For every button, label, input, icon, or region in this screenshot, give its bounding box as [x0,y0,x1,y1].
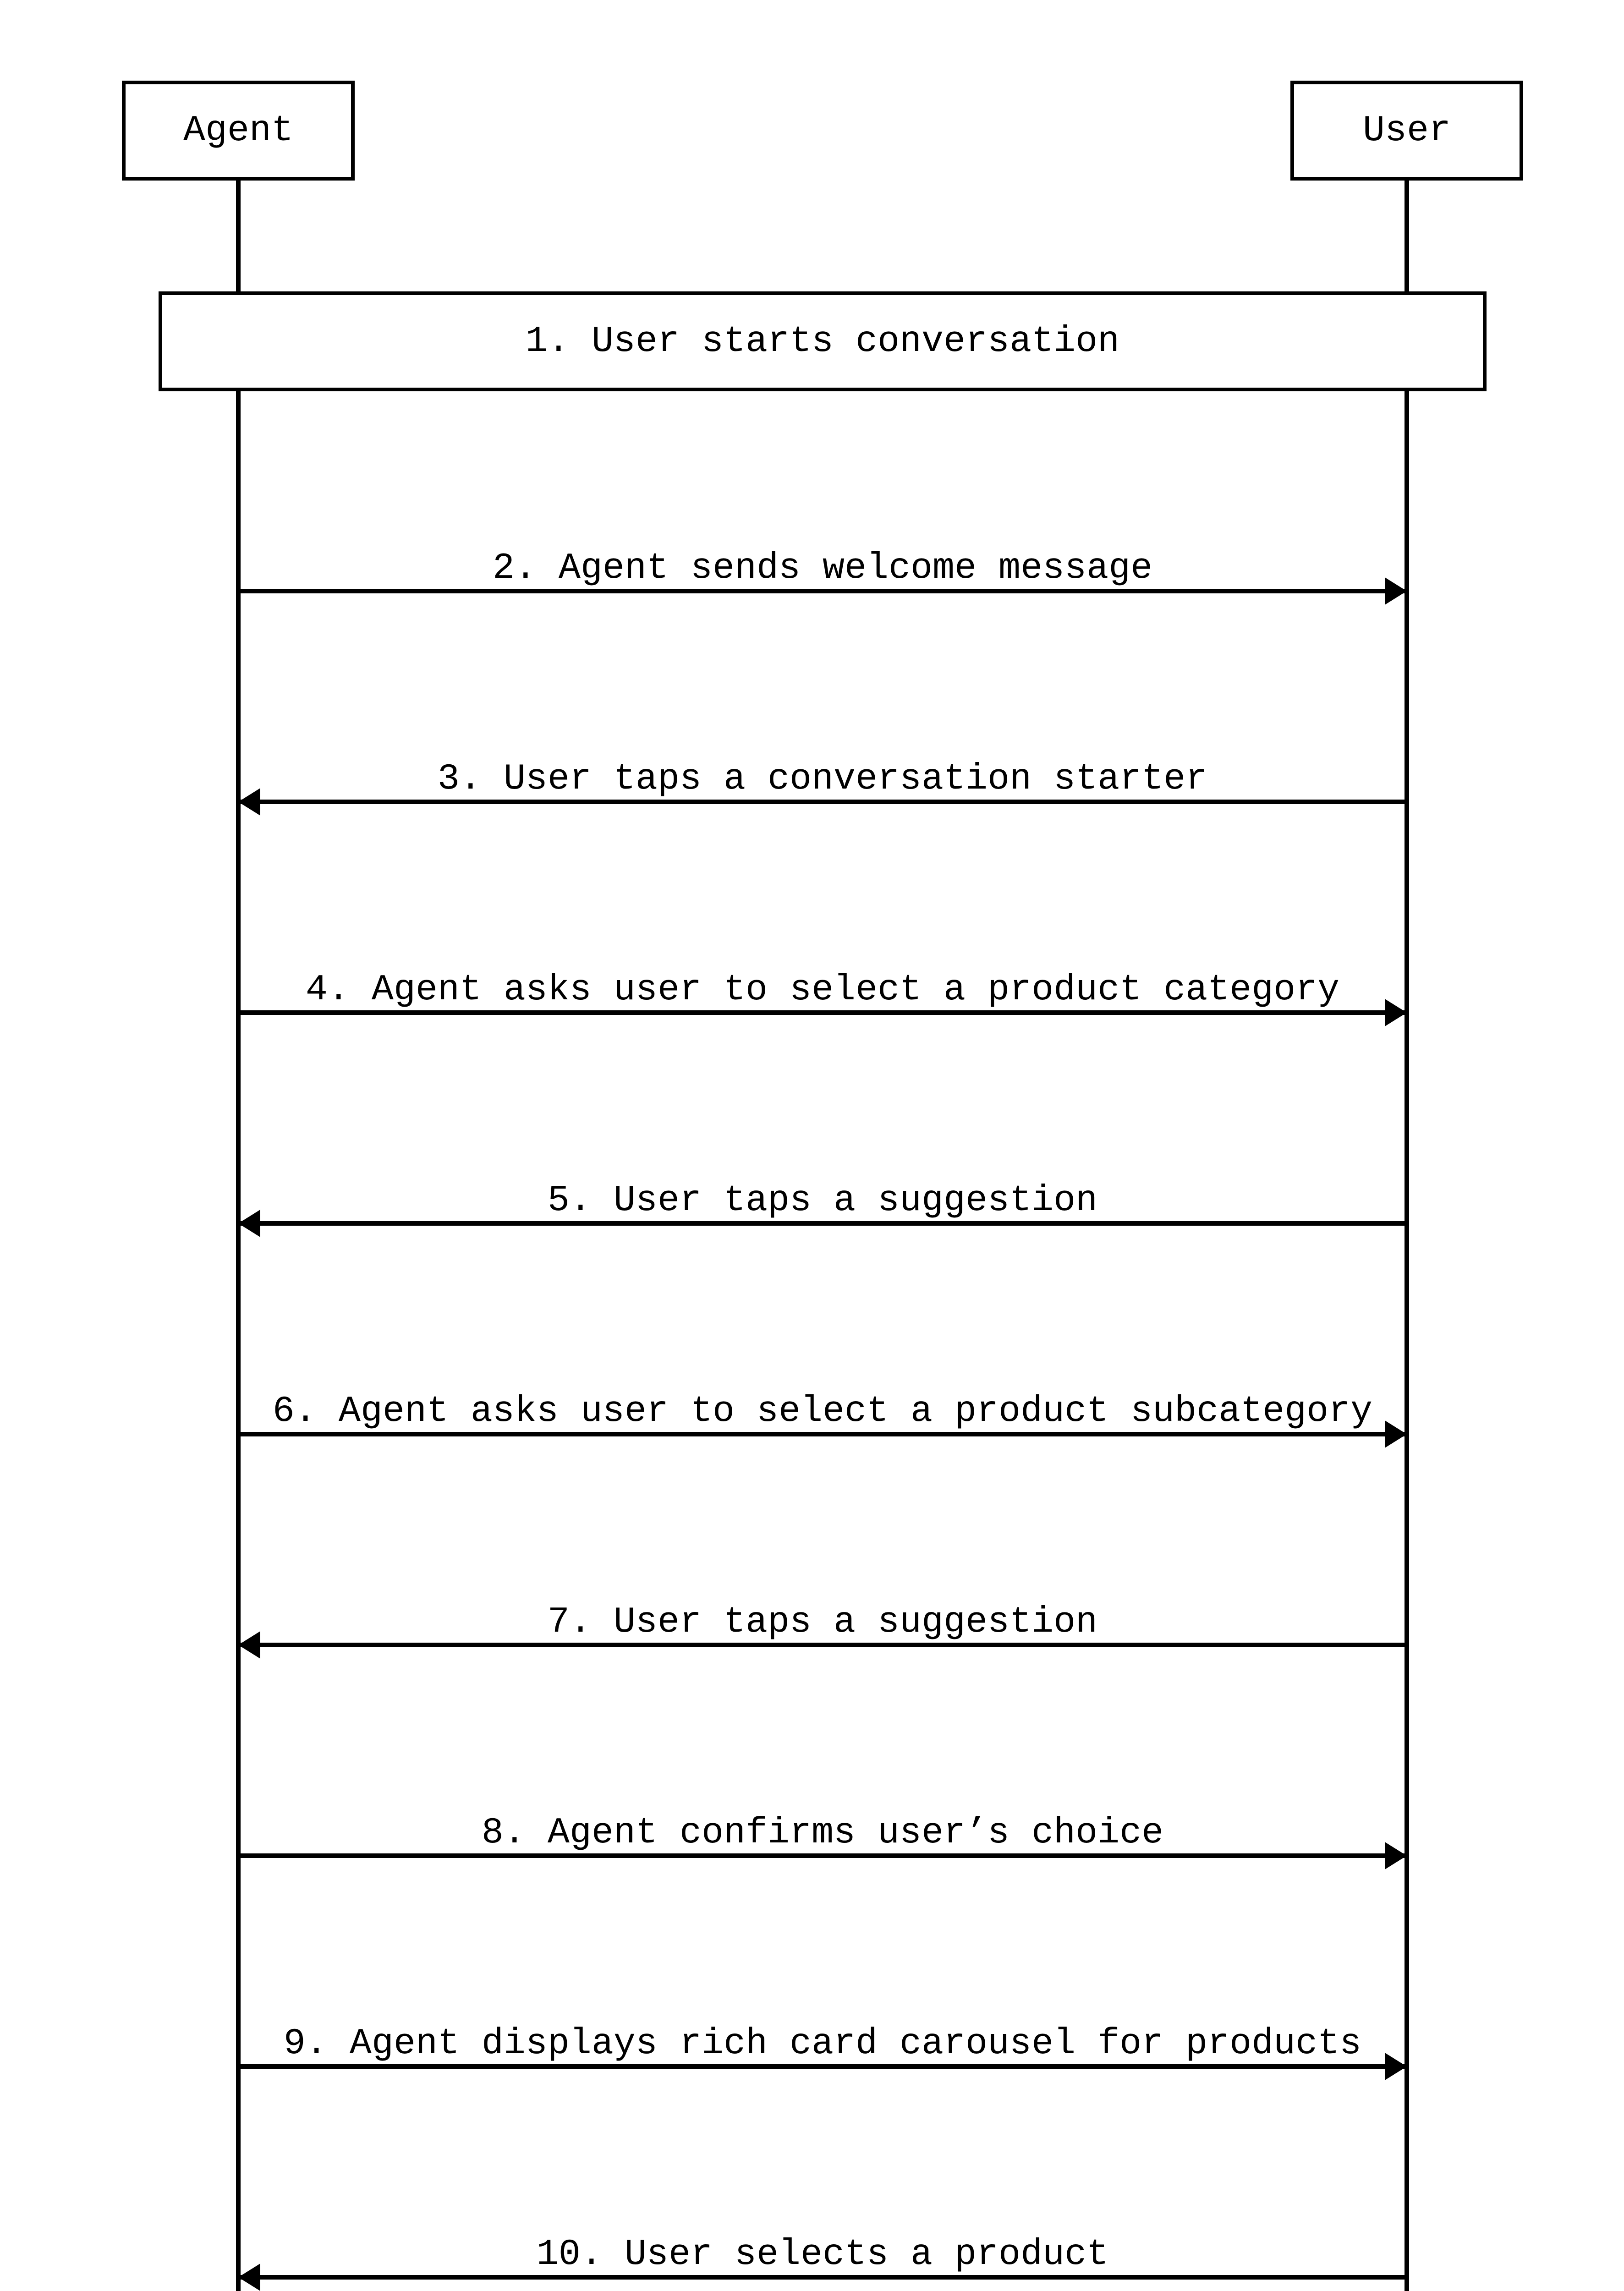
participant-label-left-top: Agent [183,110,293,152]
sequence-diagram: AgentAgentUserUser1. User starts convers… [0,0,1624,2291]
message-label-3: 3. User taps a conversation starter [438,758,1207,800]
message-label-5: 5. User taps a suggestion [548,1180,1097,1222]
message-label-10: 10. User selects a product [537,2234,1108,2275]
message-label-4: 4. Agent asks user to select a product c… [306,969,1339,1011]
note-label: 1. User starts conversation [526,321,1119,362]
message-label-6: 6. Agent asks user to select a product s… [273,1391,1372,1432]
message-label-9: 9. Agent displays rich card carousel for… [284,2023,1361,2065]
message-label-7: 7. User taps a suggestion [548,1601,1097,1643]
message-label-8: 8. Agent confirms user’s choice [482,1812,1163,1854]
participant-label-right-top: User [1363,110,1451,152]
message-label-2: 2. Agent sends welcome message [493,548,1152,589]
